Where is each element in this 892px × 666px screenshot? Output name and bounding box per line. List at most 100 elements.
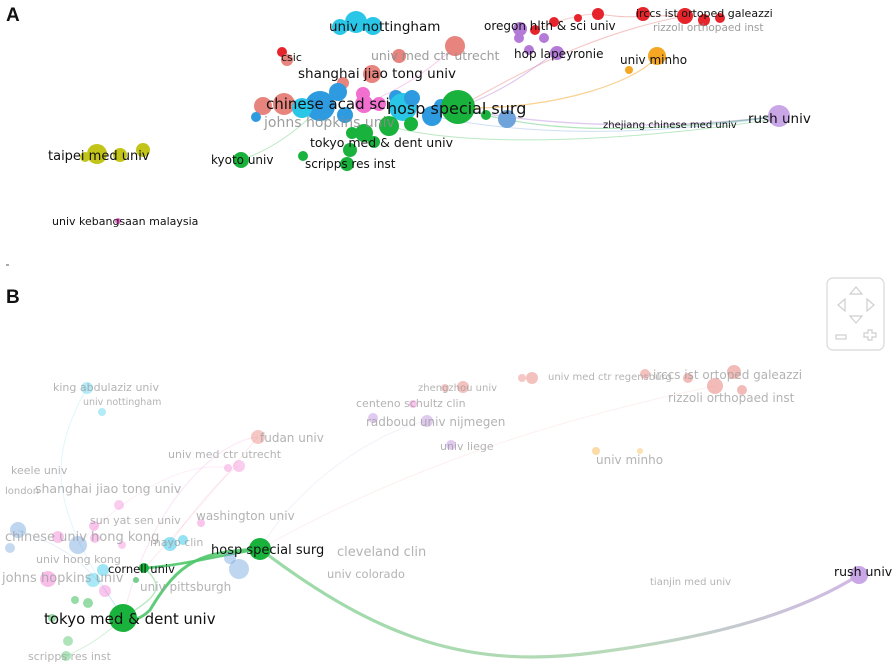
panel-b-node-purple-12 (421, 415, 433, 427)
panel-b-label-king-abdulaziz-univ: king abdulaziz univ (53, 381, 159, 394)
panel-b-node-green-44 (48, 614, 56, 622)
panel-a-label-zhejiang-chinese-med-univ: zhejiang chinese med univ (603, 120, 737, 131)
panel-b-node-pink-33 (197, 519, 205, 527)
panel-a-node-purple-14 (514, 33, 524, 43)
panel-a-label-univ-nottingham: univ nottingham (329, 19, 440, 35)
panel-b-label-chinese-univ-hong-kong: chinese univ hong kong (5, 530, 159, 545)
panel-a-node-red-4 (592, 8, 604, 20)
panel-b-node-green-45 (63, 636, 73, 646)
panel-a-node-blue-31 (337, 107, 353, 123)
panel-a-node-salmon-21 (281, 54, 293, 66)
panel-b-node-salmon-1 (727, 365, 741, 379)
panel-a-label-johns-hopkins-univ: johns hopkins univ (263, 115, 395, 131)
panel-b-nodes (5, 365, 868, 661)
panel-a-node-salmon-23 (392, 49, 406, 63)
navigator-frame (826, 277, 885, 351)
panel-a-label-csic: csic (281, 51, 302, 64)
panel-b-node-cyan-18 (81, 382, 93, 394)
panel-b-label-cornell-univ: cornell univ (108, 562, 175, 576)
panel-b-link-3 (143, 436, 259, 569)
navigator-up-arrow[interactable] (848, 286, 864, 295)
panel-b-link-7 (259, 385, 716, 550)
panel-a-link-7 (388, 117, 780, 141)
panel-b-label-sun-yat-sen-univ: sun yat sen univ (90, 514, 181, 527)
panel-a-label-irccs-ist-ortoped-galeazzi: irccs ist ortoped galeazzi (636, 7, 773, 20)
panel-a-node-cyan-29 (292, 98, 312, 118)
panel-a-node-purple-15 (550, 46, 564, 60)
panel-b-node-pink-34 (114, 500, 124, 510)
panel-a-node-pink-34 (372, 97, 386, 111)
panel-a-letter: A (6, 5, 20, 26)
panel-b-node-pink-29 (40, 571, 56, 587)
panel-b-node-green-42 (71, 596, 79, 604)
panel-a-node-purple-12 (513, 22, 527, 36)
zoom-out-icon[interactable] (835, 334, 847, 340)
panel-a-node-red-7 (698, 14, 710, 26)
panel-b-node-purple-11 (368, 413, 378, 423)
panel-a-label-chinese-acad-sci: chinese acad sci (266, 95, 390, 113)
panel-a-node-yellow-54 (113, 148, 127, 162)
panel-b-node-green-38 (139, 563, 149, 573)
panel-a-link-6 (431, 115, 780, 132)
panel-b-label-london: london (5, 486, 39, 497)
panel-b-node-pink-35 (89, 521, 99, 531)
link-hosp-special-surg-cornell-univ (143, 547, 261, 570)
panel-a-node-red-20 (277, 47, 287, 57)
panel-b-node-pink-16 (224, 464, 232, 472)
panel-b-label-keele-univ: keele univ (11, 464, 68, 477)
panel-b-node-salmon-7 (518, 374, 526, 382)
panel-a-label-univ-med-ctr-utrecht: univ med ctr utrecht (371, 48, 500, 63)
panel-b-letter: B (6, 287, 20, 308)
panel-a-label-taipei-med-univ: taipei med univ (48, 149, 150, 164)
panel-a-node-blue-38 (404, 90, 420, 106)
panel-a-node-green-49 (343, 143, 357, 157)
panel-a-node-pink-33 (355, 95, 373, 113)
panel-b-label-johns-hopkins-univ: johns hopkins univ (1, 571, 124, 586)
navigator-left-arrow[interactable] (837, 297, 846, 313)
panel-b-links (17, 385, 860, 659)
panel-b-node-steel-36 (229, 559, 249, 579)
panel-b-label-mayo-clin: mayo clin (150, 536, 203, 549)
panel-a-node-blue-30 (329, 83, 347, 101)
panel-a-node-red-5 (636, 7, 650, 21)
panel-a-node-green-52 (340, 157, 354, 171)
panel-b-label-rizzoli-orthopaed-inst: rizzoli orthopaed inst (668, 391, 795, 405)
panel-a-node-salmon-26 (254, 97, 272, 115)
panel-b-node-cyan-28 (86, 573, 100, 587)
panel-a-node-red-10 (549, 17, 559, 27)
panel-b-label-radboud-univ-nijmegen: radboud univ nijmegen (366, 415, 505, 429)
panel-b-label-univ-nottingham: univ nottingham (83, 397, 161, 408)
panel-b-label-univ-med-ctr-regensburg: univ med ctr regensburg (548, 372, 672, 383)
panel-b-label-tokyo-med-and-dent-univ: tokyo med & dent univ (44, 610, 216, 628)
panel-b-node-salmon-8 (457, 381, 469, 393)
panel-b-node-salmon-5 (640, 369, 650, 379)
navigator-down-arrow[interactable] (848, 315, 864, 324)
panel-a-node-green-42 (481, 110, 491, 120)
panel-b-node-pink-15 (233, 460, 245, 472)
panel-a-node-salmon-22 (445, 36, 465, 56)
panel-b-label-univ-liege: univ liege (440, 440, 494, 453)
panel-b-node-pink-26 (118, 541, 126, 549)
panel-b-link-8 (77, 466, 229, 546)
panel-b-label-univ-colorado: univ colorado (327, 567, 405, 581)
panel-b-link-1 (122, 436, 259, 619)
panel-b-node-salmon-14 (251, 430, 265, 444)
panel-b-node-salmon-2 (707, 378, 723, 394)
panel-b-node-salmon-4 (683, 373, 693, 383)
panel-a-node-purple-13 (539, 33, 549, 43)
navigator-right-arrow[interactable] (866, 297, 875, 313)
panel-b-node-green-46 (61, 651, 71, 661)
panel-a-node-red-9 (574, 14, 582, 22)
panel-a-label-oregon-hlth-and-sci-univ: oregon hlth & sci univ (484, 19, 616, 33)
zoom-in-icon[interactable] (863, 329, 877, 341)
panel-b-label-cleveland-clin: cleveland clin (337, 545, 426, 560)
panel-a-label-univ-minho: univ minho (620, 53, 687, 67)
panel-b-node-cyan-32 (178, 535, 188, 545)
panel-b-link-4 (17, 529, 124, 619)
panel-a-node-cyan-1 (345, 11, 367, 33)
panel-a-label-shanghai-jiao-tong-univ: shanghai jiao tong univ (298, 66, 456, 82)
panel-b-label-scripps-res-inst: scripps res inst (28, 650, 112, 663)
panel-b-label-fudan-univ: fudan univ (260, 431, 324, 445)
panel-b-node-lavender-47 (850, 566, 868, 584)
panel-b-node-salmon-3 (737, 385, 747, 395)
